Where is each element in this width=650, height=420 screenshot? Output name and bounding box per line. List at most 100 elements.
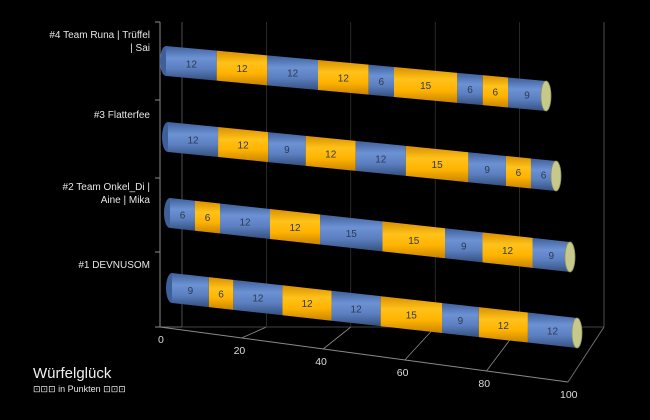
segment-value-label: 12 <box>236 64 248 75</box>
category-label: #1 DEVNUSOM <box>78 260 150 271</box>
segment-value-label: 12 <box>187 136 199 147</box>
category-label: #2 Team Onkel_Di | Aine | Mika <box>63 182 151 206</box>
bar-segment <box>168 122 219 158</box>
x-tick-label: 40 <box>315 356 327 368</box>
segment-value-label: 15 <box>406 311 418 322</box>
bar-segment <box>380 296 442 333</box>
segment-value-label: 15 <box>420 81 432 92</box>
segment-value-label: 12 <box>239 217 251 228</box>
bar-segment <box>355 140 406 176</box>
bar-segment <box>172 273 209 308</box>
bar-segment <box>382 221 445 259</box>
bar-segment <box>220 203 270 239</box>
bar-segment <box>170 198 195 231</box>
segment-value-label: 12 <box>338 73 350 84</box>
chart-subtitle: ⊡⊡⊡ in Punkten ⊡⊡⊡ <box>33 384 126 394</box>
segment-value-label: 15 <box>346 229 358 240</box>
bar-segment <box>482 232 533 268</box>
segment-value-label: 9 <box>188 286 194 297</box>
bar-segment <box>468 152 506 186</box>
x-tick-label: 100 <box>560 389 578 401</box>
bar-segment <box>270 209 320 245</box>
segment-value-label: 12 <box>547 326 559 337</box>
bar-segment <box>394 67 458 103</box>
segment-value-label: 6 <box>205 213 211 224</box>
bar-segment <box>530 158 556 191</box>
bar-row <box>166 273 583 349</box>
bar-segment <box>505 155 531 189</box>
bar-segment <box>532 237 570 272</box>
segment-value-label: 6 <box>541 171 547 182</box>
x-tick-label: 80 <box>478 378 490 390</box>
bar-segment <box>320 214 383 252</box>
bar-end-cap <box>550 160 562 192</box>
floor-grid-line <box>322 326 352 350</box>
segment-value-label: 12 <box>186 59 198 70</box>
segment-value-label: 15 <box>432 160 444 171</box>
bar-segment <box>282 285 332 321</box>
floor-grid-line <box>241 326 267 339</box>
bar-segment <box>318 60 369 95</box>
category-label: #4 Team Runa | Trüffel | Sai <box>49 30 150 54</box>
bar-segment <box>166 46 217 81</box>
x-tick-label: 20 <box>234 345 246 357</box>
segment-value-label: 6 <box>516 168 522 179</box>
segment-value-label: 6 <box>493 87 499 98</box>
bar-end-cap <box>540 80 552 112</box>
segment-value-label: 9 <box>548 251 554 262</box>
segment-value-label: 9 <box>524 90 530 101</box>
labels: 9 6 12 12 12 15 9 12 12 6 6 12 12 15 15 9 12 9 12 12 9 12 12 15… <box>49 30 558 337</box>
floor-right-edge <box>567 326 605 383</box>
bar-segment <box>305 135 356 171</box>
segment-value-label: 12 <box>252 294 264 305</box>
segment-value-label: 12 <box>351 304 363 315</box>
category-label: #3 Flatterfee <box>94 110 151 121</box>
segment-value-label: 6 <box>467 85 473 96</box>
bar-segment <box>482 75 508 108</box>
bar-segment <box>268 132 306 166</box>
segment-value-label: 12 <box>325 149 337 160</box>
segment-value-label: 12 <box>238 141 250 152</box>
bar-segment <box>445 228 483 263</box>
bar-segment <box>208 277 234 310</box>
bar-end-cap <box>571 317 583 349</box>
segment-value-label: 15 <box>408 236 420 247</box>
bar-segment <box>527 312 577 348</box>
bar-segment <box>368 64 394 97</box>
segment-value-label: 9 <box>461 241 467 252</box>
bar-segment <box>218 127 269 163</box>
bar-segment <box>267 55 318 90</box>
bar-segment <box>457 72 483 106</box>
segment-value-label: 6 <box>379 77 385 88</box>
bar-segment <box>195 200 220 234</box>
bar-row <box>162 122 562 192</box>
segment-value-label: 12 <box>502 246 514 257</box>
segment-value-label: 12 <box>498 321 510 332</box>
floor-grid-line <box>404 326 436 361</box>
segment-value-label: 12 <box>301 299 313 310</box>
x-tick-label: 60 <box>397 367 409 379</box>
segment-value-label: 9 <box>458 316 464 327</box>
bar-segment <box>405 145 469 183</box>
bar-row <box>164 198 576 273</box>
bar-row <box>160 46 552 112</box>
segment-value-label: 9 <box>484 165 490 176</box>
bars <box>160 46 583 349</box>
bar-segment <box>478 307 528 343</box>
floor-front-edge <box>159 326 569 383</box>
segment-value-label: 12 <box>289 223 301 234</box>
segment-value-label: 12 <box>287 69 299 80</box>
segment-value-label: 6 <box>180 210 186 221</box>
bar-end-cap <box>564 241 576 273</box>
bar-segment <box>216 50 268 86</box>
segment-value-label: 12 <box>375 154 387 165</box>
segment-value-label: 9 <box>284 145 290 156</box>
x-tick-label: 0 <box>158 334 164 346</box>
chart-title: Würfelglück <box>33 365 112 382</box>
bar-segment <box>233 279 283 316</box>
segment-value-label: 6 <box>218 289 224 300</box>
bar-segment <box>331 290 381 327</box>
bar-segment <box>508 77 546 111</box>
bar-segment <box>442 303 479 338</box>
